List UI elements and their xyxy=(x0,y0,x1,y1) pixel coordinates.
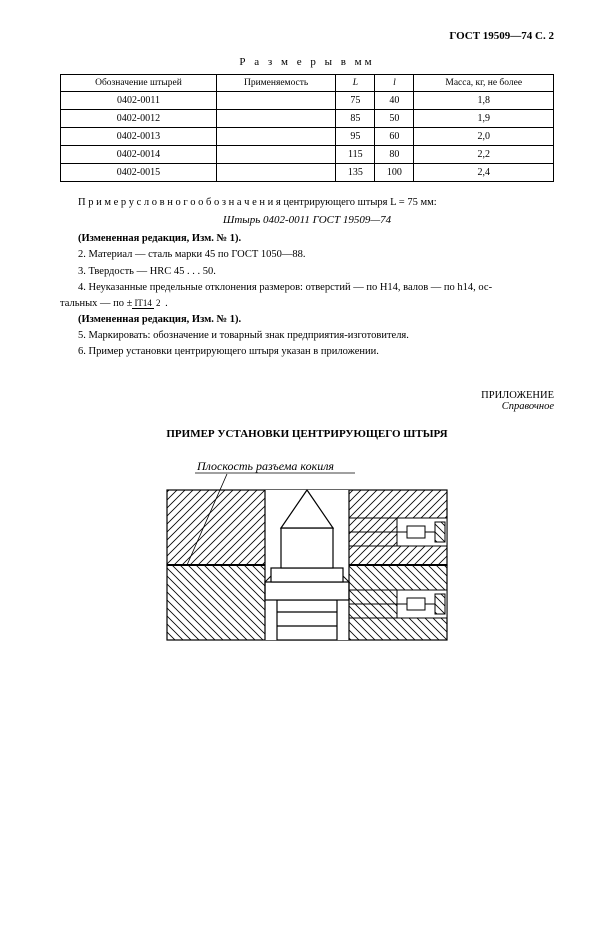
table-header-row: Обозначение штырей Применяемость L l Мас… xyxy=(61,75,554,92)
figure-title: ПРИМЕР УСТАНОВКИ ЦЕНТРИРУЮЩЕГО ШТЫРЯ xyxy=(60,428,554,440)
notes-block: (Измененная редакция, Изм. № 1). 2. Мате… xyxy=(60,232,554,359)
cell xyxy=(216,164,335,182)
cell: 2,2 xyxy=(414,146,554,164)
note-4b: тальных — по ±IT142 . xyxy=(60,297,554,311)
cell: 0402-0013 xyxy=(61,128,217,146)
note-5: 5. Маркировать: обозначение и товарный з… xyxy=(60,329,554,343)
example-intro: П р и м е р у с л о в н о г о о б о з н … xyxy=(60,196,554,210)
cell: 0402-0015 xyxy=(61,164,217,182)
table-row: 0402-0011 75 40 1,8 xyxy=(61,92,554,110)
col-L: L xyxy=(336,75,375,92)
note-6: 6. Пример установки центрирующего штыря … xyxy=(60,345,554,359)
col-designation: Обозначение штырей xyxy=(61,75,217,92)
note-4a: 4. Неуказанные предельные отклонения раз… xyxy=(60,281,554,295)
figure-label: Плоскость разъема кокиля xyxy=(196,459,334,473)
appendix-header: ПРИЛОЖЕНИЕ Справочное xyxy=(60,390,554,412)
centering-pin-diagram: Плоскость разъема кокиля xyxy=(137,450,477,680)
table-row: 0402-0012 85 50 1,9 xyxy=(61,110,554,128)
dimensions-table: Обозначение штырей Применяемость L l Мас… xyxy=(60,74,554,182)
example-designation: Штырь 0402-0011 ГОСТ 19509—74 xyxy=(60,214,554,226)
example-intro-spaced: П р и м е р у с л о в н о г о о б о з н … xyxy=(78,197,281,208)
col-mass: Масса, кг, не более xyxy=(414,75,554,92)
cell: 0402-0011 xyxy=(61,92,217,110)
cell: 95 xyxy=(336,128,375,146)
doc-reference: ГОСТ 19509—74 С. 2 xyxy=(60,30,554,42)
note-4b-text: тальных — по ± xyxy=(60,298,132,309)
table-row: 0402-0014 115 80 2,2 xyxy=(61,146,554,164)
table-caption: Р а з м е р ы в мм xyxy=(60,56,554,68)
cell xyxy=(216,128,335,146)
cell: 2,0 xyxy=(414,128,554,146)
cell: 2,4 xyxy=(414,164,554,182)
cell: 1,9 xyxy=(414,110,554,128)
cell xyxy=(216,146,335,164)
cell: 0402-0012 xyxy=(61,110,217,128)
example-intro-rest: центрирующего штыря L = 75 мм: xyxy=(281,197,437,208)
cell: 100 xyxy=(375,164,414,182)
cell: 115 xyxy=(336,146,375,164)
cell: 75 xyxy=(336,92,375,110)
appendix-title: ПРИЛОЖЕНИЕ xyxy=(481,390,554,401)
cell: 135 xyxy=(336,164,375,182)
cell: 40 xyxy=(375,92,414,110)
cell: 60 xyxy=(375,128,414,146)
tolerance-fraction: IT142 xyxy=(132,299,162,308)
cell: 1,8 xyxy=(414,92,554,110)
note-3: 3. Твердость — HRC 45 . . . 50. xyxy=(60,265,554,279)
cell xyxy=(216,110,335,128)
col-applicability: Применяемость xyxy=(216,75,335,92)
revision-note-2: (Измененная редакция, Изм. № 1). xyxy=(60,313,554,327)
note-4c: . xyxy=(162,298,167,309)
col-l: l xyxy=(375,75,414,92)
frac-num: IT14 xyxy=(132,298,154,309)
cell: 50 xyxy=(375,110,414,128)
table-row: 0402-0015 135 100 2,4 xyxy=(61,164,554,182)
revision-note: (Измененная редакция, Изм. № 1). xyxy=(60,232,554,246)
table-row: 0402-0013 95 60 2,0 xyxy=(61,128,554,146)
appendix-sub: Справочное xyxy=(502,401,554,412)
cell xyxy=(216,92,335,110)
cell: 80 xyxy=(375,146,414,164)
cell: 85 xyxy=(336,110,375,128)
note-2: 2. Материал — сталь марки 45 по ГОСТ 105… xyxy=(60,248,554,262)
cell: 0402-0014 xyxy=(61,146,217,164)
